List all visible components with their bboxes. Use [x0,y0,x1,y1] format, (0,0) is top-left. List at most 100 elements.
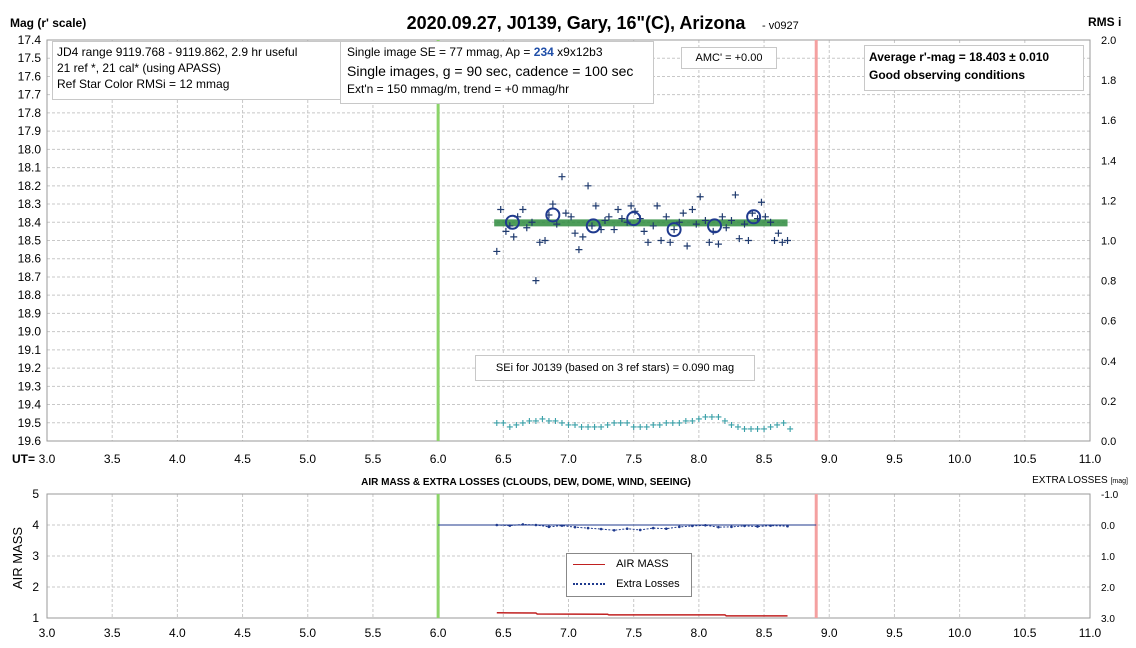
y-tick-label-right: 3.0 [1101,614,1115,625]
single-image-point [670,226,678,234]
rms-point [669,419,676,426]
x-tick-label: 10.0 [948,626,972,640]
single-image-point [657,237,665,244]
extra-losses-point [786,524,789,528]
y-tick-label-left: 19.6 [18,434,42,448]
rms-point [754,425,761,432]
y-tick-label-left: 18.1 [18,161,42,175]
rms-point [565,421,572,428]
rms-point [787,425,794,432]
rms-point [676,419,683,426]
y-tick-label-left: 18.4 [18,215,42,229]
legend-item-extra-losses: Extra Losses [573,578,680,590]
rms-point [650,421,657,428]
rms-point [513,421,520,428]
extra-losses-point [651,526,655,530]
rms-point [585,423,592,430]
extra-losses-point [547,525,551,529]
conditions: Good observing conditions [869,68,1025,82]
x-tick-label: 6.0 [430,626,447,640]
info-box: JD4 range 9119.768 - 9119.862, 2.9 hr us… [52,41,344,100]
rms-point [558,419,565,426]
single-image-point [718,213,726,221]
x-tick-label: 4.0 [169,626,186,640]
x-tick-label: 4.5 [234,452,251,466]
rms-point [715,413,722,420]
y-axis-label-right: RMS i [1088,15,1121,29]
single-image-point [778,238,786,246]
extra-losses-point [691,524,694,528]
bottom-y-axis-label-right: EXTRA LOSSES [mag] [1032,475,1128,486]
y-axis-label-left: Mag (r' scale) [10,16,86,30]
x-tick-label: 3.5 [104,626,121,640]
single-image-point [757,198,765,206]
rms-point [695,415,702,422]
y-tick-label-right: 0.0 [1101,436,1116,448]
x-tick-label: 7.0 [560,452,577,466]
extra-losses-point [625,527,629,531]
rms-point [526,417,533,424]
single-image-point [579,233,587,241]
single-image-point [614,206,622,214]
x-tick-label: 10.5 [1013,626,1037,640]
single-image-point [549,200,557,208]
average-point [545,207,561,223]
single-image-point [601,216,609,224]
plot-frame [46,39,1091,442]
plot-frame [46,493,1091,619]
single-image-point [558,173,566,181]
amc-box: AMC' = +0.00 [681,47,777,69]
rms-point [689,417,696,424]
y-tick-label-right: 1.0 [1101,236,1116,248]
average-point [746,209,762,225]
chart-version: - v0927 [762,20,799,32]
x-tick-label: 11.0 [1079,452,1102,466]
average-point [626,211,642,227]
single-image-point [541,237,549,244]
info-line-jd: JD4 range 9119.768 - 9119.862, 2.9 hr us… [57,45,298,59]
y-tick-label-left: 19.4 [18,398,42,412]
single-image-point [575,246,583,254]
single-image-point [731,191,739,199]
single-image-point [605,213,613,221]
y-tick-label-left: 17.7 [18,88,42,102]
rms-point [545,417,552,424]
bottom-chart-title: AIR MASS & EXTRA LOSSES (CLOUDS, DEW, DO… [361,477,691,488]
y-tick-label-right: 1.2 [1101,195,1116,207]
y-tick-label-left: 19.3 [18,379,42,393]
single-image-point [493,247,501,255]
y-tick-label-left: 18.9 [18,306,42,320]
y-tick-label-right: 1.4 [1101,155,1116,167]
average-point [585,218,601,234]
se-line-1: Single image SE = 77 mmag, Ap = 234 x9x1… [347,44,647,61]
rms-point [643,423,650,430]
single-image-point [644,238,652,246]
single-image-point [714,240,722,248]
x-tick-label: 5.0 [299,626,316,640]
legend-label-airmass: AIR MASS [616,558,669,570]
rms-point [682,417,689,424]
bottom-y-axis-label-left: AIR MASS [10,527,25,589]
x-tick-label: 7.5 [625,626,642,640]
y-tick-label-right: -1.0 [1101,490,1119,501]
single-image-point [618,215,626,223]
extra-losses-unit: [mag] [1110,478,1128,485]
single-image-point [532,277,540,285]
rms-point [734,423,741,430]
x-tick-label: 9.5 [886,626,903,640]
rms-point [611,419,618,426]
y-tick-label-left: 19.1 [18,343,42,357]
x-tick-label: 4.5 [234,626,251,640]
single-image-point [510,233,518,241]
single-image-point [727,216,735,224]
x-tick-label: 8.5 [756,452,773,466]
rms-point [721,417,728,424]
x-tick-label: 6.0 [430,452,447,466]
rms-point [774,421,781,428]
x-tick-label: 6.5 [495,626,512,640]
rms-point [578,423,585,430]
single-image-point [497,206,505,214]
se-box: Single image SE = 77 mmag, Ap = 234 x9x1… [340,41,654,104]
y-tick-label-left: 17.9 [18,124,42,138]
y-tick-label-right: 0.6 [1101,316,1116,328]
